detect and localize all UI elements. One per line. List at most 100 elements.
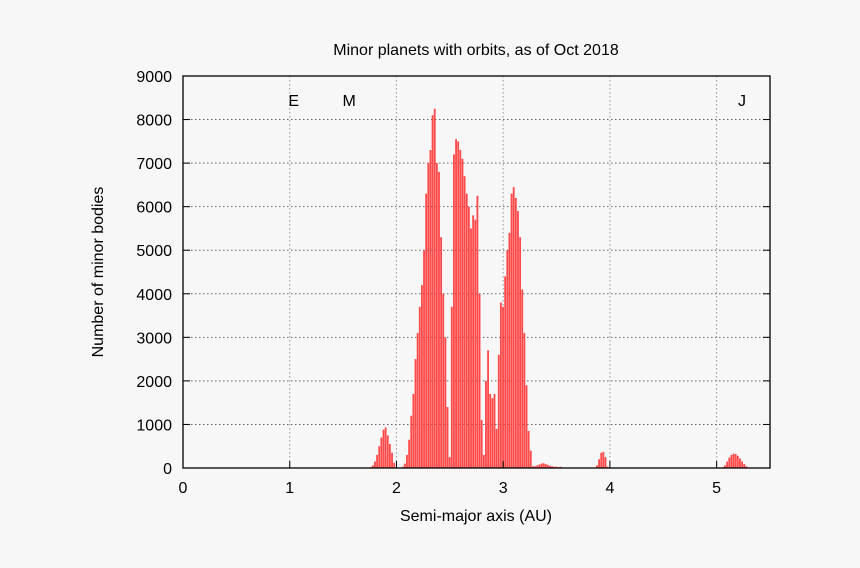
histogram-bar bbox=[485, 381, 487, 468]
bars bbox=[370, 109, 750, 468]
histogram-bar bbox=[374, 461, 376, 468]
y-tick-label: 0 bbox=[163, 461, 172, 478]
histogram-bar bbox=[421, 285, 423, 468]
histogram-bar bbox=[423, 250, 425, 468]
histogram-bar bbox=[496, 429, 498, 468]
y-tick-label: 5000 bbox=[136, 243, 172, 260]
histogram-bar bbox=[602, 452, 604, 468]
histogram-bar bbox=[491, 398, 493, 468]
histogram-bar bbox=[378, 446, 380, 468]
histogram-bar bbox=[474, 220, 476, 468]
histogram-bar bbox=[470, 228, 472, 468]
histogram-bar bbox=[425, 194, 427, 468]
histogram-bar bbox=[380, 438, 382, 468]
y-tick-label: 1000 bbox=[136, 417, 172, 434]
histogram-bar bbox=[479, 294, 481, 468]
histogram-bar bbox=[728, 458, 730, 468]
planet-label: E bbox=[288, 93, 299, 110]
histogram-bar bbox=[393, 463, 395, 468]
chart-title: Minor planets with orbits, as of Oct 201… bbox=[333, 42, 619, 59]
histogram-bar bbox=[406, 455, 408, 468]
y-tick-label: 4000 bbox=[136, 287, 172, 304]
histogram-bar bbox=[741, 461, 743, 468]
histogram-bar bbox=[483, 455, 485, 468]
histogram-bar bbox=[412, 394, 414, 468]
histogram-bar bbox=[462, 159, 464, 468]
histogram-bar bbox=[404, 464, 406, 468]
histogram-bar bbox=[543, 463, 545, 468]
histogram-bar bbox=[419, 307, 421, 468]
histogram-bar bbox=[449, 457, 451, 468]
x-axis-label: Semi-major axis (AU) bbox=[400, 508, 552, 525]
y-axis-label: Number of minor bodies bbox=[90, 187, 107, 358]
histogram-bar bbox=[447, 407, 449, 468]
histogram-bar bbox=[459, 150, 461, 468]
histogram-bar bbox=[726, 461, 728, 468]
histogram-bar bbox=[434, 109, 436, 468]
histogram-bar bbox=[427, 163, 429, 468]
y-tick-label: 2000 bbox=[136, 374, 172, 391]
histogram-bar bbox=[410, 416, 412, 468]
histogram-bar bbox=[511, 194, 513, 468]
histogram-bar bbox=[430, 150, 432, 468]
planet-label: J bbox=[738, 93, 746, 110]
histogram-bar bbox=[733, 454, 735, 468]
histogram-bar bbox=[519, 237, 521, 468]
histogram-bar bbox=[500, 302, 502, 468]
histogram-bar bbox=[385, 427, 387, 468]
histogram-bar bbox=[530, 451, 532, 468]
histogram-bar bbox=[455, 139, 457, 468]
histogram-bar bbox=[444, 337, 446, 468]
histogram-bar bbox=[442, 294, 444, 468]
x-tick-label: 4 bbox=[605, 480, 614, 497]
histogram-bar bbox=[391, 453, 393, 468]
histogram-bar bbox=[376, 455, 378, 468]
histogram-bar bbox=[440, 237, 442, 468]
histogram-bar bbox=[731, 455, 733, 468]
y-tick-label: 3000 bbox=[136, 330, 172, 347]
histogram-bar bbox=[502, 307, 504, 468]
histogram-bar bbox=[387, 435, 389, 468]
histogram-bar bbox=[504, 276, 506, 468]
histogram-bar bbox=[489, 394, 491, 468]
histogram-bar bbox=[509, 233, 511, 468]
histogram-bar bbox=[521, 289, 523, 468]
histogram-bar bbox=[436, 163, 438, 468]
x-tick-label: 5 bbox=[712, 480, 721, 497]
histogram-bar bbox=[600, 453, 602, 468]
histogram-bar bbox=[453, 154, 455, 468]
histogram-bar bbox=[408, 440, 410, 468]
histogram-bar bbox=[605, 457, 607, 468]
histogram-bar bbox=[541, 464, 543, 468]
histogram-bar bbox=[526, 385, 528, 468]
histogram-bar bbox=[528, 431, 530, 468]
histogram-bar bbox=[523, 333, 525, 468]
histogram-bar bbox=[494, 394, 496, 468]
histogram-bar bbox=[457, 141, 459, 468]
x-tick-label: 3 bbox=[499, 480, 508, 497]
histogram-bar bbox=[506, 250, 508, 468]
histogram-bar bbox=[472, 215, 474, 468]
histogram-bar bbox=[481, 420, 483, 468]
histogram-bar bbox=[438, 172, 440, 468]
y-tick-label: 8000 bbox=[136, 113, 172, 130]
histogram-bar bbox=[487, 350, 489, 468]
histogram-bar bbox=[451, 307, 453, 468]
histogram-bar bbox=[466, 194, 468, 468]
histogram-bar bbox=[389, 444, 391, 468]
histogram-bar bbox=[415, 359, 417, 468]
histogram-bar bbox=[477, 196, 479, 468]
histogram-bar bbox=[383, 430, 385, 468]
histogram-bar bbox=[737, 456, 739, 468]
x-tick-label: 0 bbox=[179, 480, 188, 497]
y-tick-label: 9000 bbox=[136, 69, 172, 86]
y-tick-label: 7000 bbox=[136, 156, 172, 173]
histogram-bar bbox=[515, 198, 517, 468]
histogram-bar bbox=[739, 458, 741, 468]
y-tick-label: 6000 bbox=[136, 200, 172, 217]
x-tick-label: 1 bbox=[285, 480, 294, 497]
x-tick-label: 2 bbox=[392, 480, 401, 497]
planet-label: M bbox=[343, 93, 356, 110]
